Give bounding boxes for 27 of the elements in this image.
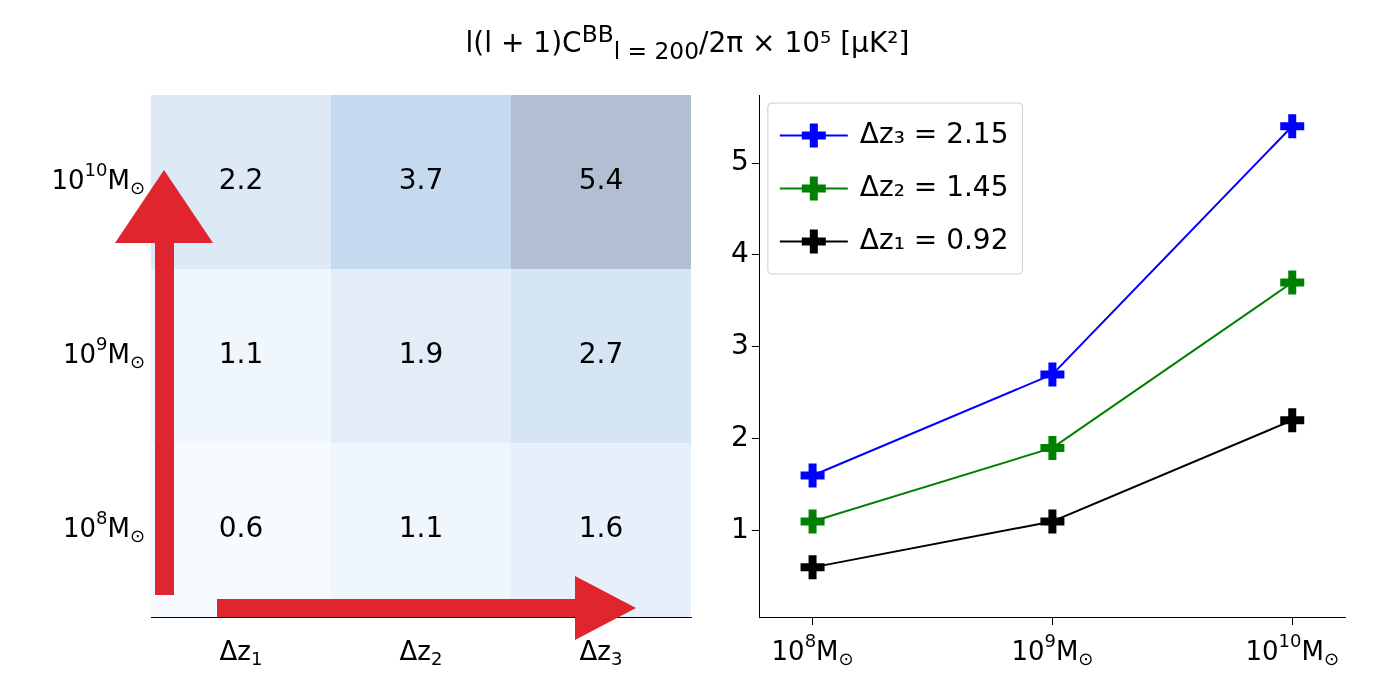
data-label: 1.1	[218, 337, 264, 371]
point	[1280, 408, 1305, 433]
legend-label: Δz₃ = 2.15	[859, 116, 1009, 150]
y-tick-label: 5	[730, 144, 749, 178]
data-label: 0.6	[218, 511, 264, 545]
point	[1280, 270, 1305, 295]
y-tick-label: 2	[730, 419, 749, 453]
point	[800, 509, 825, 534]
legend-label: Δz₂ = 1.45	[859, 169, 1009, 203]
y-tick-label: 3	[730, 328, 749, 362]
point	[1280, 114, 1305, 139]
point	[800, 463, 825, 488]
data-label: 3.7	[398, 163, 444, 197]
y-tick-label: 1	[730, 511, 749, 545]
y-tick-label: 4	[730, 236, 749, 270]
text: l(l + 1)C$^{BB}$$_{l = 200}$/2π × 10⁵ [μK²]	[464, 20, 911, 65]
data-label: 2.7	[578, 337, 624, 371]
data-label: 5.4	[578, 163, 624, 197]
point	[800, 555, 825, 580]
data-label: 1.1	[398, 511, 444, 545]
point	[1040, 509, 1065, 534]
data-label: 1.9	[398, 337, 444, 371]
legend-label: Δz₁ = 0.92	[859, 222, 1009, 256]
point	[1040, 362, 1065, 387]
point	[1040, 435, 1065, 460]
data-label: 1.6	[578, 511, 624, 545]
data-label: 2.2	[218, 163, 264, 197]
